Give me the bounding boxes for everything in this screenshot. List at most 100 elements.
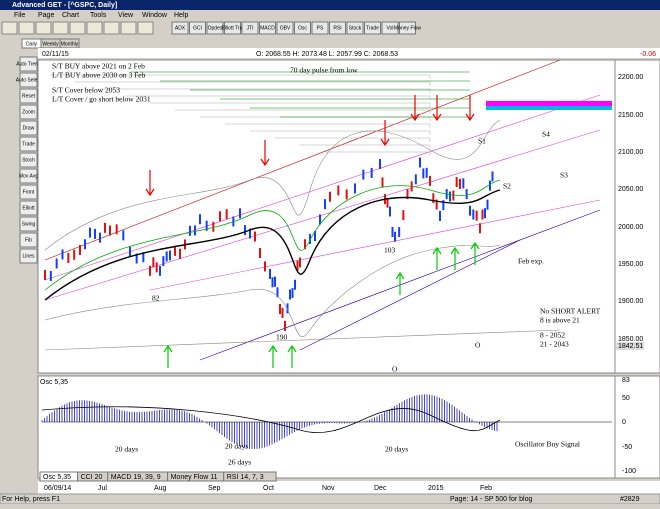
palette-label: Draw <box>23 125 35 131</box>
toolbar-button[interactable] <box>224 21 241 35</box>
date-label: 06/09/14 <box>44 485 71 492</box>
candle <box>142 252 145 263</box>
candle <box>152 257 155 268</box>
menu-item[interactable]: File <box>14 12 25 19</box>
annotation: L/T Cover / go short below 2031 <box>52 95 151 104</box>
toolbar-button[interactable] <box>364 21 381 35</box>
palette-button[interactable] <box>19 184 38 200</box>
palette-button[interactable] <box>19 232 38 248</box>
date-label: 2015 <box>428 485 444 492</box>
osc-annotation: 26 days <box>228 458 251 467</box>
toolbar-button[interactable] <box>276 21 294 35</box>
palette-label: Trade <box>22 141 35 147</box>
sell-arrow <box>145 170 155 197</box>
osc-label: 50 <box>622 395 630 402</box>
toolbar-icon[interactable] <box>137 21 154 35</box>
candle <box>432 193 435 204</box>
candle <box>49 270 52 281</box>
osc-annotation: 20 days <box>225 442 248 451</box>
candle <box>435 199 438 210</box>
toolbar-label: Opdes <box>208 25 223 31</box>
candle <box>279 303 281 314</box>
palette-button[interactable] <box>19 136 38 152</box>
annotation: 8 - 2052 <box>540 331 565 340</box>
candle <box>394 231 396 242</box>
candle <box>159 265 161 276</box>
buy-arrow <box>432 246 442 270</box>
menu-item[interactable]: View <box>118 12 134 19</box>
toolbar-button[interactable] <box>241 21 259 35</box>
toolbar-button[interactable] <box>381 21 399 35</box>
price-label: 2150.00 <box>618 112 643 119</box>
last-price-box <box>616 342 644 350</box>
channel <box>44 244 501 338</box>
candle <box>67 252 70 263</box>
toolbar-button[interactable] <box>259 21 276 35</box>
toolbar-button[interactable] <box>171 21 189 35</box>
channel <box>44 119 501 251</box>
candle <box>479 223 481 234</box>
palette-button[interactable] <box>19 168 38 184</box>
palette-button[interactable] <box>19 152 38 168</box>
line <box>44 329 561 351</box>
toolbar-button[interactable] <box>189 21 206 35</box>
palette-label: Swing <box>22 221 36 227</box>
toolbar-button[interactable] <box>346 21 364 35</box>
toolbar-icon[interactable] <box>69 21 86 35</box>
period-tab-label: Monthly <box>61 41 79 47</box>
toolbar-icon[interactable] <box>86 21 103 35</box>
toolbar-button[interactable] <box>329 21 346 35</box>
candle <box>244 225 246 236</box>
period-tab-label: Weekly <box>42 41 59 47</box>
toolbar-button[interactable] <box>206 21 224 35</box>
palette-label: Elliott <box>22 205 35 211</box>
toolbar-icon[interactable] <box>120 21 137 35</box>
palette-button[interactable] <box>19 72 38 88</box>
annotation: 70 day pulse from low <box>290 66 358 75</box>
annotation: No SHORT ALERT <box>540 307 601 316</box>
palette-button[interactable] <box>19 56 38 72</box>
toolbar-button[interactable] <box>399 21 416 35</box>
candle <box>465 189 468 200</box>
line <box>44 129 601 301</box>
menu-item[interactable]: Window <box>142 12 168 19</box>
palette-button[interactable] <box>19 104 38 120</box>
palette-button[interactable] <box>19 248 38 264</box>
candle <box>486 199 489 210</box>
indicator-tab[interactable] <box>223 471 277 482</box>
candle <box>345 189 348 200</box>
price-label: 1842.51 <box>618 343 643 350</box>
candle <box>94 228 96 239</box>
annotation: O <box>475 341 481 350</box>
toolbar-icon[interactable] <box>52 21 69 35</box>
date-label: Oct <box>263 485 274 492</box>
toolbar-icon[interactable] <box>1 21 18 35</box>
title-bar <box>0 0 660 10</box>
candle <box>194 225 196 236</box>
palette-button[interactable] <box>19 200 38 216</box>
candle <box>379 159 381 170</box>
candle <box>259 248 261 259</box>
toolbar-icon[interactable] <box>103 21 120 35</box>
candle <box>370 167 373 178</box>
candle <box>73 249 76 260</box>
palette-button[interactable] <box>19 216 38 232</box>
moving-average <box>44 179 501 291</box>
menu-item[interactable]: Tools <box>90 12 107 19</box>
menu-item[interactable]: Help <box>174 12 189 19</box>
candle <box>484 208 486 219</box>
candle <box>129 246 131 257</box>
toolbar-button[interactable] <box>311 21 329 35</box>
toolbar-icon[interactable] <box>18 21 35 35</box>
toolbar-button[interactable] <box>294 21 311 35</box>
toolbar-icon[interactable] <box>35 21 52 35</box>
candle <box>422 168 425 179</box>
info-ohlc: O: 2068.55 H: 2073.48 L: 2057.99 C: 2068… <box>256 51 398 58</box>
candle <box>276 287 279 298</box>
menu-item[interactable]: Chart <box>62 12 79 19</box>
palette-button[interactable] <box>19 120 38 136</box>
palette-button[interactable] <box>19 88 38 104</box>
candle <box>61 249 64 260</box>
menu-item[interactable]: Page <box>38 12 54 19</box>
candle <box>271 277 274 288</box>
